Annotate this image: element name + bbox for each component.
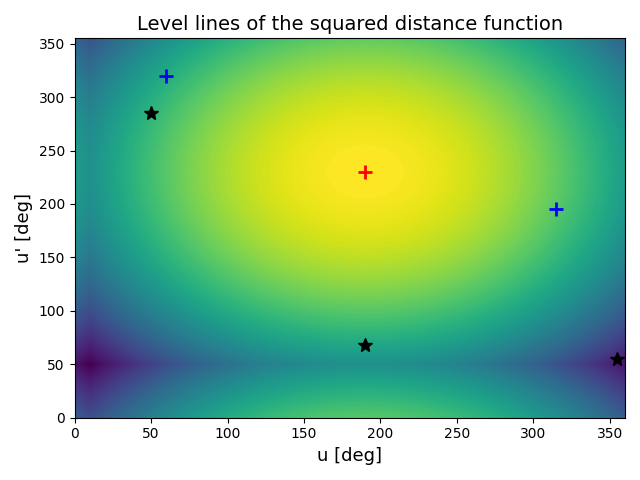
Title: Level lines of the squared distance function: Level lines of the squared distance func… [137,15,563,34]
X-axis label: u [deg]: u [deg] [317,447,382,465]
Y-axis label: u' [deg]: u' [deg] [15,193,33,263]
